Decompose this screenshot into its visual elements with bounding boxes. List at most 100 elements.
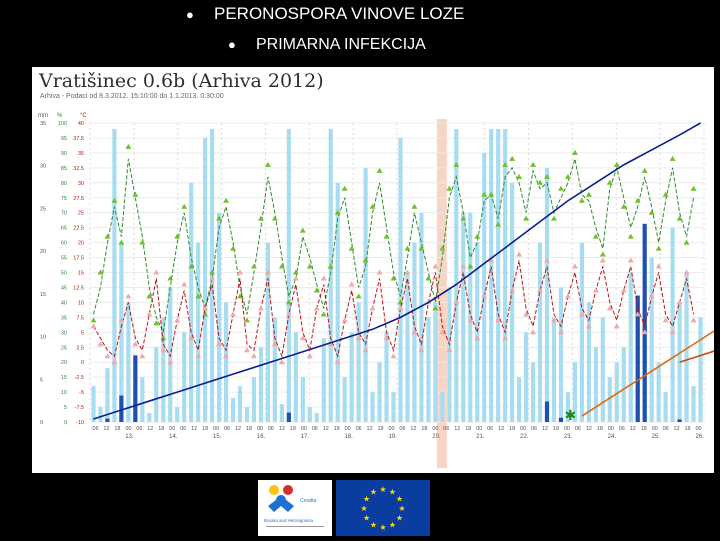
series-marker — [202, 311, 209, 317]
x-hour-tick: 18 — [421, 426, 427, 432]
chart-bar — [314, 413, 319, 422]
series-marker — [669, 155, 676, 161]
series-line — [93, 260, 695, 359]
series-marker — [209, 275, 216, 281]
chart-bar — [342, 377, 347, 422]
x-day-label: 26. — [695, 434, 704, 440]
series-marker — [641, 167, 648, 173]
series-marker — [285, 299, 292, 305]
axis-pct-tick: 75 — [61, 196, 67, 202]
x-hour-tick: 18 — [641, 426, 647, 432]
x-hour-tick: 12 — [103, 426, 109, 432]
axis-pct-tick: 10 — [61, 390, 67, 396]
chart-bar — [607, 377, 612, 422]
chart-bar — [656, 362, 661, 422]
series-marker — [578, 197, 585, 203]
axis-temp-tick: 12.5 — [73, 285, 84, 291]
series-marker — [390, 353, 397, 359]
chart-canvas: 0510152025303505101520253035404550556065… — [38, 113, 714, 468]
chart-bar — [377, 362, 382, 422]
x-hour-tick: 00 — [213, 426, 219, 432]
series-line — [679, 350, 714, 363]
series-marker — [425, 275, 432, 281]
series-marker — [550, 215, 557, 221]
series-marker — [418, 245, 425, 251]
chart-bar — [175, 407, 180, 422]
eu-star-icon: ★ — [363, 514, 370, 523]
x-hour-tick: 12 — [279, 426, 285, 432]
x-hour-tick: 18 — [202, 426, 208, 432]
series-marker — [188, 335, 195, 341]
x-day-label: 23. — [564, 434, 573, 440]
chart-bar — [461, 212, 466, 422]
chart-bar — [112, 128, 117, 423]
x-hour-tick: 12 — [191, 426, 197, 432]
x-hour-tick: 18 — [465, 426, 471, 432]
series-marker — [432, 305, 439, 311]
chart-bar — [286, 128, 291, 423]
eu-star-icon: ★ — [379, 485, 386, 494]
x-hour-tick: 06 — [487, 426, 493, 432]
series-marker — [195, 293, 202, 299]
series-marker — [181, 203, 188, 209]
logo-text-line: Croatia — [300, 498, 316, 504]
series-marker — [264, 269, 271, 275]
chart-bar — [489, 128, 494, 423]
series-marker — [320, 311, 327, 317]
series-marker — [641, 329, 648, 335]
chart-title: Vratišinec 0.6b (Arhiva 2012) — [39, 70, 324, 92]
chart-bar — [154, 347, 159, 422]
logo-shape — [268, 496, 294, 512]
axis-temp-tick: 22.5 — [73, 226, 84, 232]
series-marker — [592, 233, 599, 239]
series-marker — [237, 293, 244, 299]
series-marker — [306, 263, 313, 269]
chart-bar — [384, 332, 389, 422]
series-marker — [439, 245, 446, 251]
chart-bar — [663, 392, 668, 422]
series-marker — [606, 305, 613, 311]
x-hour-tick: 12 — [454, 426, 460, 432]
series-marker — [523, 215, 530, 221]
axis-mm-label: mm — [38, 113, 48, 119]
x-hour-tick: 06 — [663, 426, 669, 432]
series-marker — [676, 215, 683, 221]
chart-bar — [237, 386, 243, 422]
chart-bar — [161, 317, 166, 422]
axis-pct-label: % — [57, 113, 63, 119]
series-marker — [495, 221, 502, 227]
series-marker — [313, 287, 320, 293]
x-hour-tick: 18 — [334, 426, 340, 432]
series-marker — [243, 317, 250, 323]
chart-bar — [433, 302, 438, 422]
series-marker — [634, 197, 641, 203]
logo-figure-red — [283, 485, 293, 495]
series-marker — [544, 257, 551, 263]
series-marker — [257, 215, 264, 221]
series-marker — [585, 323, 592, 329]
chart-bar — [447, 287, 452, 422]
series-marker — [683, 239, 690, 245]
series-marker — [341, 317, 348, 323]
x-day-label: 17. — [301, 434, 310, 440]
axis-pct-tick: 40 — [61, 300, 67, 306]
axis-pct-tick: 50 — [61, 271, 67, 277]
chart-bar — [349, 332, 354, 422]
series-marker — [523, 311, 530, 317]
axis-mm-tick: 15 — [40, 292, 46, 298]
x-day-label: 14. — [169, 434, 178, 440]
chart-bar — [572, 362, 578, 422]
eu-star-icon: ★ — [370, 520, 377, 529]
chart-bar — [105, 418, 110, 422]
chart-bar — [530, 362, 536, 422]
chart-bar — [251, 377, 257, 422]
axis-temp-tick: 25 — [78, 211, 84, 217]
series-marker — [369, 305, 376, 311]
series-marker — [174, 317, 181, 323]
series-marker — [97, 269, 104, 275]
series-marker — [250, 353, 257, 359]
axis-mm-tick: 30 — [40, 164, 46, 170]
series-marker — [669, 329, 676, 335]
series-marker — [139, 239, 146, 245]
chart-subtitle: Arhiva - Podaci od 8.3.2012. 15:10:00 do… — [40, 93, 224, 100]
